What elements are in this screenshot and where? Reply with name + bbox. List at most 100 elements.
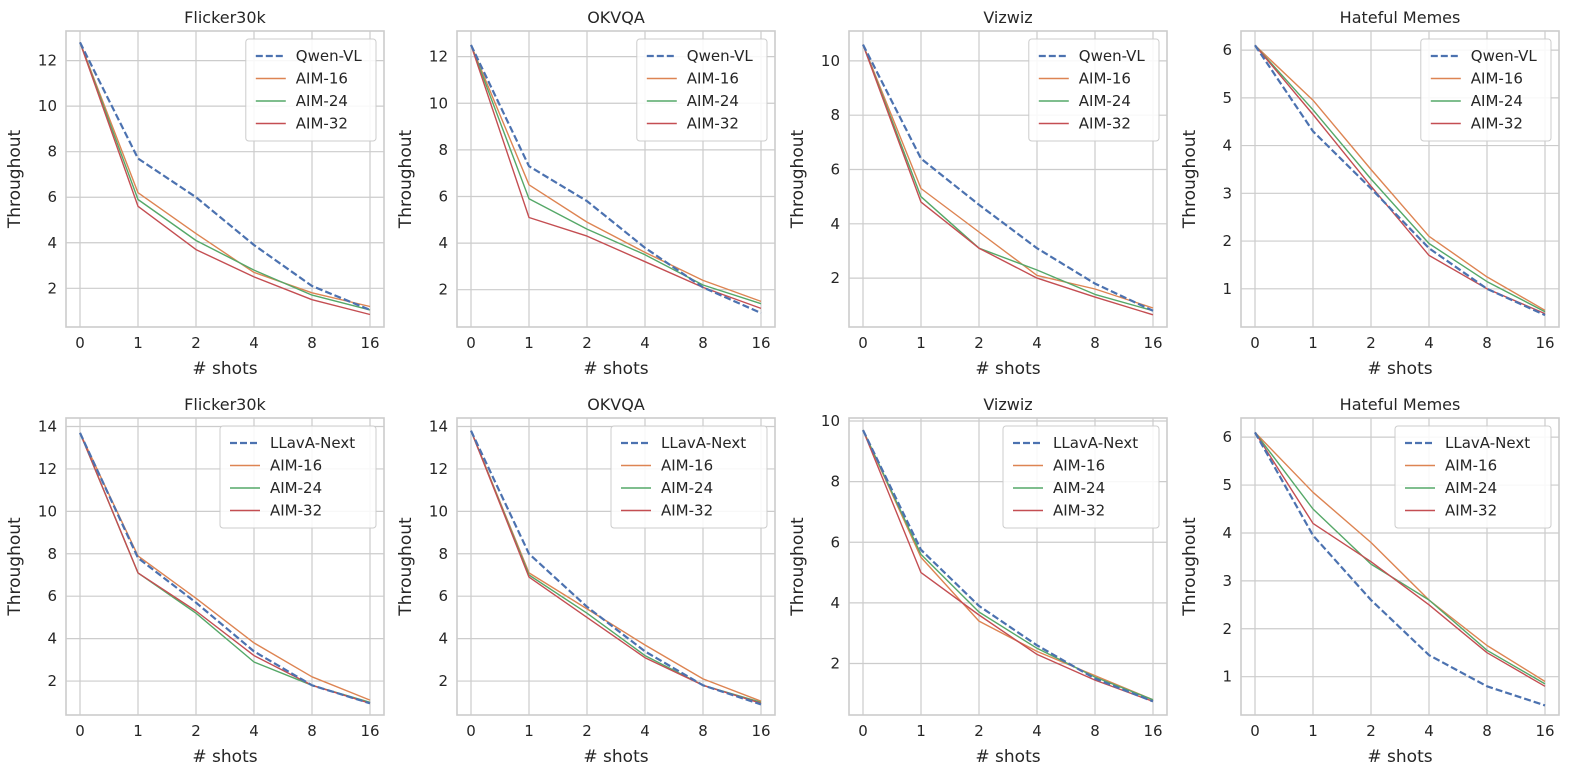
x-tick-label: 16 [360, 722, 379, 740]
legend-box [636, 38, 768, 142]
series-line-qwen-vl [1254, 44, 1546, 317]
y-tick-label: 6 [1222, 428, 1232, 446]
y-tick-label: 4 [1222, 524, 1232, 542]
x-tick-label: 16 [1535, 722, 1554, 740]
series-line-aim-32 [79, 42, 371, 316]
legend: Qwen-VL AIM-16 AIM-24 AIM-32 [1420, 38, 1552, 142]
y-tick-label: 4 [1222, 137, 1232, 155]
x-tick-label: 2 [974, 722, 984, 740]
y-tick-label: 6 [438, 187, 448, 205]
series-line-aim-32 [862, 44, 1154, 316]
plot-frame [848, 30, 1168, 328]
series-line-llava-next [862, 429, 1154, 703]
x-tick-label: 8 [1090, 334, 1100, 352]
legend-label: AIM-24 [1471, 92, 1523, 110]
x-tick-label: 4 [1032, 722, 1042, 740]
x-tick-label: 2 [1366, 334, 1376, 352]
y-tick-label: 4 [438, 234, 448, 252]
y-tick-label: 8 [438, 545, 448, 563]
chart-title: OKVQA [587, 395, 645, 414]
legend: Qwen-VL AIM-16 AIM-24 AIM-32 [636, 38, 768, 142]
y-tick-label: 3 [1222, 184, 1232, 202]
legend-box [1002, 425, 1160, 529]
y-tick-label: 2 [438, 672, 448, 690]
x-tick-label: 8 [1482, 722, 1492, 740]
x-tick-label: 4 [640, 722, 650, 740]
x-tick-label: 2 [1366, 722, 1376, 740]
legend-label: AIM-16 [296, 70, 348, 88]
x-tick-label: 16 [1143, 722, 1162, 740]
y-axis-label: Throughout [1180, 517, 1200, 617]
y-tick-label: 4 [438, 630, 448, 648]
y-tick-label: 2 [47, 279, 57, 297]
x-tick-label: 8 [1482, 334, 1492, 352]
x-tick-label: 1 [916, 722, 926, 740]
series-line-aim-24 [1254, 44, 1546, 313]
x-tick-label: 2 [191, 334, 201, 352]
legend-label: LLavA-Next [270, 434, 355, 452]
series-line-aim-16 [1254, 44, 1546, 311]
y-tick-label: 8 [830, 473, 840, 491]
x-axis-label: # shots [975, 359, 1040, 379]
y-axis-label: Throughout [5, 517, 25, 617]
x-tick-label: 2 [191, 722, 201, 740]
series-line-aim-32 [862, 429, 1154, 703]
y-tick-label: 2 [1222, 620, 1232, 638]
x-tick-label: 0 [466, 334, 476, 352]
legend-label: AIM-32 [661, 502, 713, 520]
chart-8: Hateful Memes 0 1 2 4 8 16 1 2 3 4 5 6 # shots Through… [1180, 395, 1560, 767]
y-tick-label: 4 [830, 594, 840, 612]
series-line-qwen-vl [470, 44, 762, 315]
x-axis-label: # shots [192, 359, 257, 379]
legend-box [1394, 425, 1552, 529]
legend-box [610, 425, 768, 529]
legend-label: Qwen-VL [687, 47, 754, 65]
series-line-aim-24 [862, 429, 1154, 701]
y-tick-label: 6 [830, 533, 840, 551]
x-tick-label: 16 [360, 334, 379, 352]
chart-title: Vizwiz [983, 8, 1032, 27]
legend-label: LLavA-Next [1053, 434, 1138, 452]
y-tick-label: 2 [47, 672, 57, 690]
series-line-aim-16 [1254, 431, 1546, 683]
x-tick-label: 16 [751, 722, 770, 740]
y-tick-label: 14 [38, 417, 57, 435]
x-axis-label: # shots [975, 747, 1040, 767]
legend-box [219, 425, 377, 529]
x-tick-label: 4 [1424, 334, 1434, 352]
legend-label: AIM-32 [1079, 115, 1131, 133]
x-tick-label: 4 [1424, 722, 1434, 740]
plot-frame [456, 417, 776, 716]
y-tick-label: 4 [47, 234, 57, 252]
chart-4: Hateful Memes 0 1 2 4 8 16 1 2 3 4 5 6 # shots Through… [1180, 8, 1560, 379]
legend-label: AIM-24 [1445, 479, 1497, 497]
legend: LLavA-Next AIM-16 AIM-24 AIM-32 [610, 425, 768, 529]
legend-label: AIM-32 [270, 502, 322, 520]
chart-title: Flicker30k [184, 8, 266, 27]
plot-frame [65, 417, 385, 716]
series-line-qwen-vl [862, 44, 1154, 312]
y-tick-label: 8 [438, 141, 448, 159]
series-line-aim-24 [862, 44, 1154, 312]
x-tick-label: 0 [1250, 334, 1260, 352]
y-tick-label: 6 [830, 160, 840, 178]
x-tick-label: 0 [858, 722, 868, 740]
x-tick-label: 1 [524, 334, 534, 352]
legend-label: AIM-32 [1471, 115, 1523, 133]
y-tick-label: 6 [47, 587, 57, 605]
legend-label: AIM-16 [661, 457, 713, 475]
x-tick-label: 1 [133, 722, 143, 740]
series-line-aim-16 [862, 44, 1154, 309]
y-tick-label: 4 [47, 630, 57, 648]
legend-label: AIM-32 [1445, 502, 1497, 520]
x-axis-label: # shots [583, 359, 648, 379]
x-tick-label: 1 [524, 722, 534, 740]
x-tick-label: 1 [1308, 334, 1318, 352]
y-tick-label: 5 [1222, 476, 1232, 494]
y-axis-label: Throughout [5, 129, 25, 229]
x-axis-label: # shots [192, 747, 257, 767]
x-tick-label: 0 [75, 722, 85, 740]
